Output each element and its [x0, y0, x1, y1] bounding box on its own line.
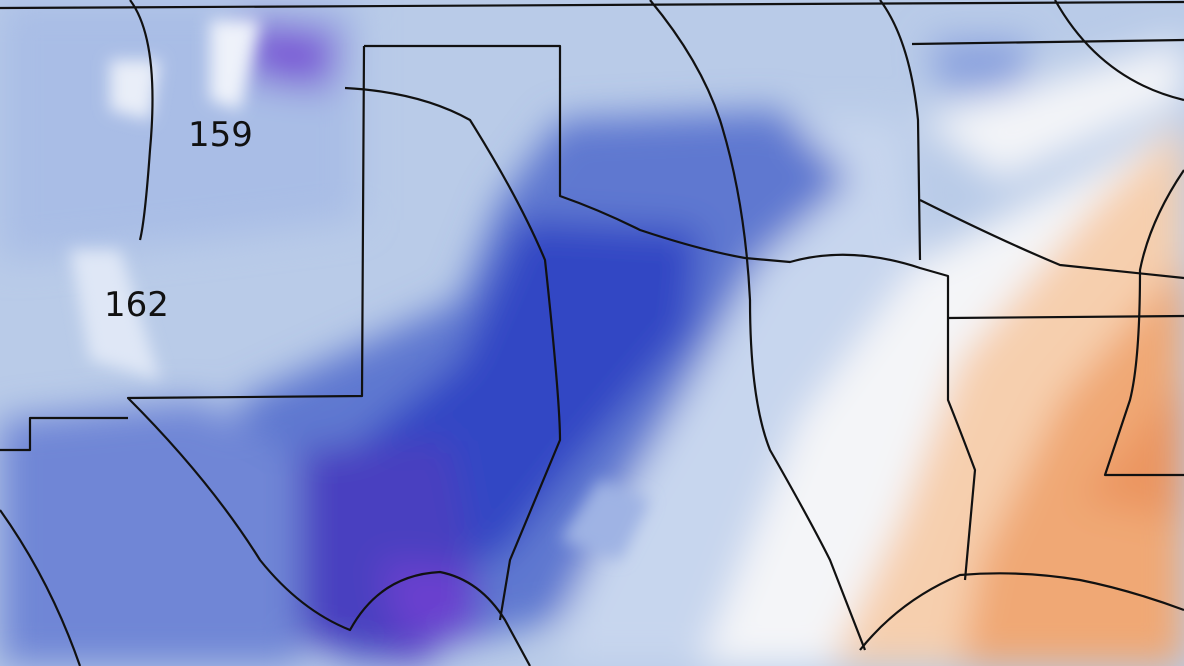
contour-label: 162: [104, 285, 169, 325]
field-detail: [70, 20, 650, 560]
contour-label: 159: [188, 115, 253, 155]
